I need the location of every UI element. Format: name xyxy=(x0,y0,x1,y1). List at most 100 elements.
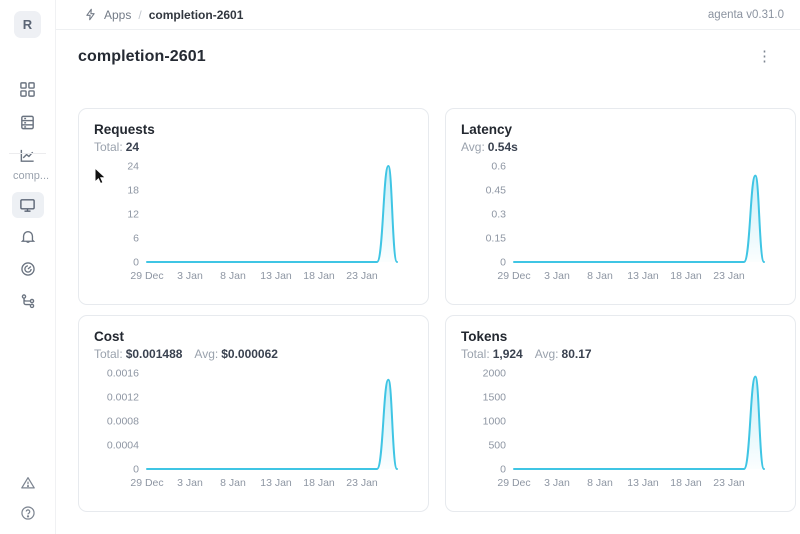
svg-text:18 Jan: 18 Jan xyxy=(670,477,702,489)
stat-value: $0.000062 xyxy=(221,347,278,361)
svg-text:2000: 2000 xyxy=(483,368,507,380)
card-title: Requests xyxy=(94,122,155,137)
svg-text:0.0012: 0.0012 xyxy=(107,392,139,404)
latency-line-chart[interactable]: 0.6 0.45 0.3 0.15 0 29 Dec 3 Jan 8 Jan 13 Jan 18 … xyxy=(461,158,780,292)
stat-value: $0.001488 xyxy=(125,347,183,361)
svg-text:23 Jan: 23 Jan xyxy=(713,477,745,489)
sidebar: R xyxy=(0,0,56,534)
breadcrumb-current: completion-2601 xyxy=(148,7,244,22)
svg-text:6: 6 xyxy=(133,233,139,245)
workspace-avatar[interactable]: R xyxy=(14,11,41,38)
sidebar-item-traces[interactable] xyxy=(12,288,44,314)
sidebar-item-datasets[interactable] xyxy=(12,109,44,135)
svg-text:8 Jan: 8 Jan xyxy=(587,270,613,282)
svg-text:0.0004: 0.0004 xyxy=(107,440,139,452)
svg-text:24: 24 xyxy=(127,161,139,173)
bell-icon xyxy=(20,229,36,245)
stat-label: Total: xyxy=(94,140,123,154)
svg-text:29 Dec: 29 Dec xyxy=(497,477,530,489)
svg-text:3 Jan: 3 Jan xyxy=(544,477,570,489)
warning-triangle-icon xyxy=(20,475,36,491)
card-tokens: Tokens Total: 1,924 Avg: 80.17 2000 1500 100… xyxy=(445,315,796,512)
svg-text:13 Jan: 13 Jan xyxy=(627,270,659,282)
page-title: completion-2601 xyxy=(78,47,206,65)
stat-value: 0.54s xyxy=(487,140,518,154)
svg-text:3 Jan: 3 Jan xyxy=(544,270,570,282)
svg-text:8 Jan: 8 Jan xyxy=(220,270,246,282)
app-version: agenta v0.31.0 xyxy=(707,8,784,21)
line-chart-icon xyxy=(19,147,36,164)
svg-text:0.6: 0.6 xyxy=(491,161,506,173)
card-stats: Avg: 0.54s xyxy=(461,140,780,154)
card-title: Latency xyxy=(461,122,513,137)
card-stats: Total: $0.001488 Avg: $0.000062 xyxy=(94,347,413,361)
sidebar-item-notifications[interactable] xyxy=(12,224,44,250)
tokens-line-chart[interactable]: 2000 1500 1000 500 0 29 Dec 3 Jan 8 Jan 13 Jan 18… xyxy=(461,365,780,499)
stat-value: 24 xyxy=(125,140,140,154)
sidebar-item-overview[interactable] xyxy=(11,192,44,218)
svg-text:0: 0 xyxy=(133,464,139,476)
card-stats: Total: 24 xyxy=(94,140,413,154)
grid-icon xyxy=(19,81,36,98)
svg-text:0.15: 0.15 xyxy=(486,233,507,245)
cost-line-chart[interactable]: 0.0016 0.0012 0.0008 0.0004 0 29 Dec 3 Jan 8 Ja… xyxy=(94,365,413,499)
svg-text:29 Dec: 29 Dec xyxy=(497,270,530,282)
svg-text:12: 12 xyxy=(127,209,139,221)
card-latency: Latency Avg: 0.54s 0.6 0.45 0.3 0.15 0 29 Dec 3… xyxy=(445,108,796,305)
svg-text:3 Jan: 3 Jan xyxy=(177,270,203,282)
card-cost: Cost Total: $0.001488 Avg: $0.000062 0.001… xyxy=(78,315,429,512)
card-stats: Total: 1,924 Avg: 80.17 xyxy=(461,347,780,361)
stat-label: Avg: xyxy=(194,347,219,361)
sidebar-item-alerts[interactable] xyxy=(12,470,44,496)
kebab-menu-icon[interactable]: ⋮ xyxy=(757,48,772,65)
svg-text:18 Jan: 18 Jan xyxy=(303,477,335,489)
svg-text:23 Jan: 23 Jan xyxy=(713,270,745,282)
card-title: Cost xyxy=(94,329,124,344)
svg-text:500: 500 xyxy=(488,440,506,452)
breadcrumb-apps-link[interactable]: Apps xyxy=(104,7,132,22)
svg-text:0: 0 xyxy=(133,257,139,269)
card-requests: Requests Total: 24 24 18 12 6 0 29 Dec 3 Jan 8 J… xyxy=(78,108,429,305)
svg-text:8 Jan: 8 Jan xyxy=(220,477,246,489)
lightning-icon xyxy=(84,8,97,21)
svg-text:13 Jan: 13 Jan xyxy=(260,477,292,489)
stat-value: 80.17 xyxy=(561,347,592,361)
breadcrumb-separator: / xyxy=(138,7,142,22)
svg-text:13 Jan: 13 Jan xyxy=(260,270,292,282)
tree-icon xyxy=(20,293,36,309)
svg-text:0: 0 xyxy=(500,464,506,476)
database-icon xyxy=(19,114,36,131)
gauge-icon xyxy=(20,261,36,277)
stat-label: Avg: xyxy=(461,140,485,154)
monitor-icon xyxy=(19,197,36,214)
sidebar-item-help[interactable] xyxy=(12,500,44,526)
svg-text:0.0008: 0.0008 xyxy=(107,416,139,428)
svg-text:13 Jan: 13 Jan xyxy=(627,477,659,489)
sidebar-app-label: comp... xyxy=(13,170,50,182)
svg-text:1500: 1500 xyxy=(483,392,507,404)
svg-text:0.0016: 0.0016 xyxy=(107,368,139,380)
svg-text:29 Dec: 29 Dec xyxy=(130,477,163,489)
sidebar-item-observability[interactable] xyxy=(12,142,44,168)
sidebar-divider xyxy=(9,153,46,154)
requests-line-chart[interactable]: 24 18 12 6 0 29 Dec 3 Jan 8 Jan 13 Jan 18 Jan 23 J… xyxy=(94,158,413,292)
svg-text:18 Jan: 18 Jan xyxy=(670,270,702,282)
svg-text:3 Jan: 3 Jan xyxy=(177,477,203,489)
svg-text:23 Jan: 23 Jan xyxy=(346,477,378,489)
svg-text:0.3: 0.3 xyxy=(491,209,506,221)
breadcrumb: Apps / completion-2601 xyxy=(84,8,243,22)
help-circle-icon xyxy=(20,505,36,521)
svg-text:0.45: 0.45 xyxy=(486,185,507,197)
sidebar-item-apps[interactable] xyxy=(12,76,44,102)
svg-text:8 Jan: 8 Jan xyxy=(587,477,613,489)
svg-text:0: 0 xyxy=(500,257,506,269)
sidebar-item-gauge[interactable] xyxy=(12,256,44,282)
top-header: Apps / completion-2601 agenta v0.31.0 xyxy=(55,0,800,30)
stat-label: Avg: xyxy=(534,347,559,361)
card-title: Tokens xyxy=(461,329,508,344)
metrics-grid: Requests Total: 24 24 18 12 6 0 29 Dec 3 Jan 8 J… xyxy=(78,108,796,512)
stat-label: Total: xyxy=(461,347,490,361)
stat-value: 1,924 xyxy=(492,347,523,361)
svg-text:1000: 1000 xyxy=(483,416,507,428)
svg-text:18: 18 xyxy=(127,185,139,197)
